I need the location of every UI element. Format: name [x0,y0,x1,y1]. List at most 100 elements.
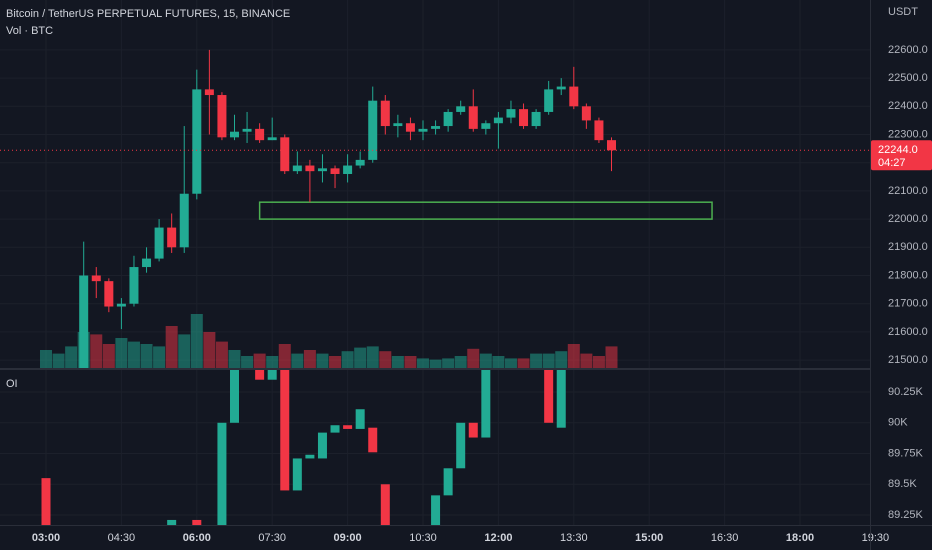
x-tick-label: 10:30 [409,532,437,544]
candle-body [431,126,441,129]
oi-pane [41,370,566,525]
oi-candle [317,432,327,459]
oi-candle [481,370,491,438]
candle-body [330,168,340,174]
volume-bar [165,326,178,368]
candle-body [481,123,491,129]
volume-bar [253,353,266,368]
last-price-box [871,140,932,171]
volume-bar [203,332,216,368]
candle-body [368,100,378,160]
volume-bar [592,356,605,368]
volume-bar [215,341,228,368]
axis-panel [870,0,932,525]
x-tick-label: 03:00 [32,532,60,544]
candle-body [544,89,554,112]
oi-candle [380,484,390,525]
volume-label: Vol · BTC [6,25,53,37]
volume-bar [366,346,379,368]
candle-body [581,106,591,121]
oi-candle [192,519,202,525]
volume-bar [40,350,52,368]
y-tick-label: 22500.0 [888,72,928,84]
volume-bar [241,356,254,368]
candle-body [343,165,353,174]
oi-candle [456,422,466,469]
y2-tick-label: 89.25K [888,509,924,521]
volume-bar [429,359,442,368]
candle-body [116,303,126,307]
candle-body [418,128,428,132]
y-tick-label: 22000.0 [888,213,928,225]
volume-bar [278,344,291,368]
x-tick-label: 09:00 [334,532,362,544]
candle-body [594,120,604,141]
volume-bar [65,346,78,368]
oi-candle [267,370,277,380]
volume-bar [555,351,568,368]
oi-candle [330,425,340,433]
y-tick-label: 22300.0 [888,128,928,140]
candle-body [179,193,189,248]
candle-body [292,165,302,172]
volume-bar [190,314,203,368]
volume-bar [102,344,115,368]
volume-bar [341,351,354,368]
candle-body [569,86,579,107]
candle-body [317,168,327,172]
candle-body [230,131,239,138]
x-tick-label: 15:00 [635,532,663,544]
y2-tick-label: 89.75K [888,447,924,459]
oi-candle [41,478,51,525]
oi-candle [443,468,453,496]
y-tick-label: 21500.0 [888,354,928,366]
volume-bar [530,353,543,368]
y-tick-label: 22400.0 [888,100,928,112]
y-tick-label: 21900.0 [888,241,928,253]
candle-body [91,275,101,282]
x-tick-label: 13:30 [560,532,588,544]
oi-candle [355,409,365,429]
price-pane [0,49,870,368]
volume-bar [404,356,417,368]
candle-body [456,106,466,112]
oi-candle [431,495,441,525]
oi-candle [255,370,265,380]
volume-bar [567,344,580,368]
volume-bar [115,338,128,368]
y-tick-label: 22600.0 [888,44,928,56]
volume-bar [153,346,166,368]
oi-candle [556,370,566,428]
candle-body [355,159,365,166]
x-tick-label: 18:00 [786,532,814,544]
volume-bar [178,334,191,368]
candle-body [405,123,415,132]
oi-candle [468,422,478,438]
candle-body [154,227,164,259]
volume-bar [492,356,505,368]
volume-bar [354,347,367,368]
candle-body [255,128,265,141]
volume-bar [542,353,555,368]
candle-body [204,89,214,96]
volume-bar [391,356,404,368]
candle-body [493,117,503,124]
price-unit: USDT [888,6,918,18]
oi-candle [544,370,554,423]
oi-candle [167,519,177,525]
candle-body [393,123,403,127]
x-tick-label: 07:30 [258,532,286,544]
x-tick-label: 04:30 [108,532,136,544]
volume-bar [454,356,467,368]
countdown: 04:27 [878,157,906,169]
volume-bar [52,353,65,368]
volume-bar [379,351,392,368]
volume-bar [605,346,618,368]
candle-body [607,140,616,151]
x-tick-label: 06:00 [183,532,211,544]
y2-tick-label: 90K [888,417,908,429]
y-tick-label: 21700.0 [888,298,928,310]
volume-bar [517,358,530,368]
volume-bar [303,350,316,368]
